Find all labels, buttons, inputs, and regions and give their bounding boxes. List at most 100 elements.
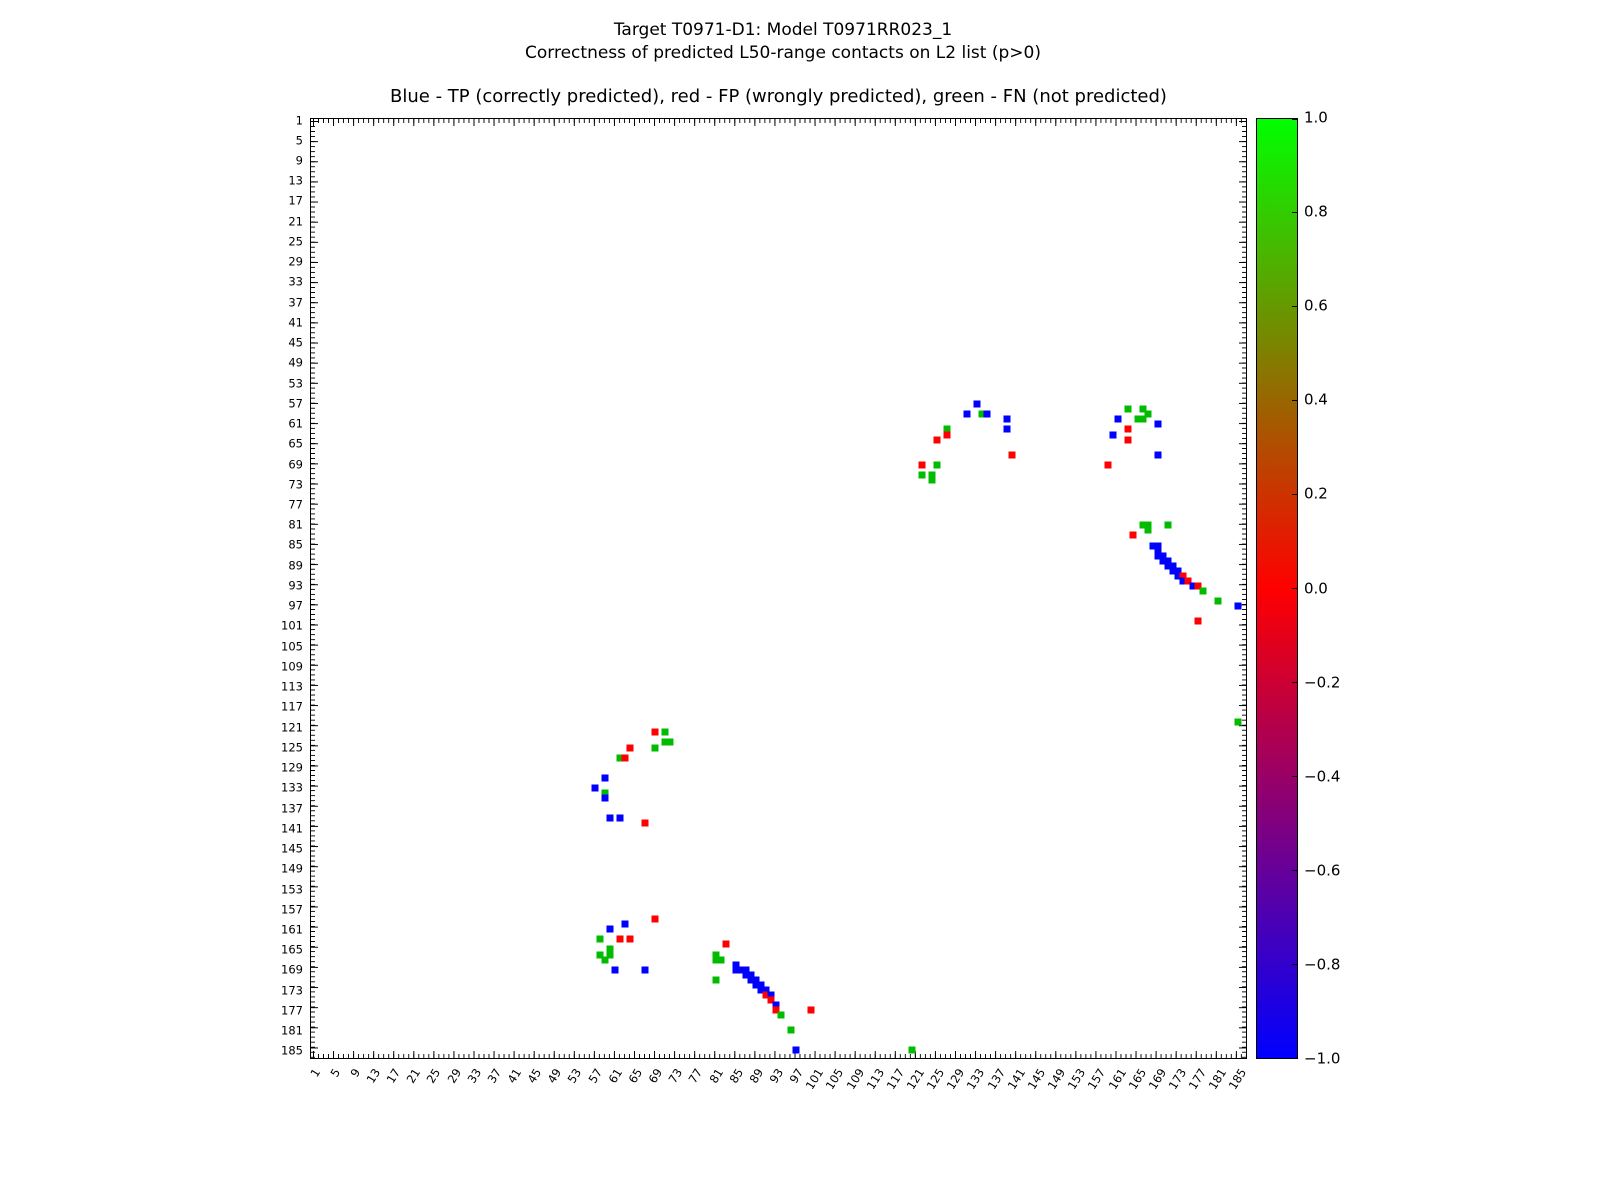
contact-point-fp: [762, 991, 770, 999]
y-tick-label: 89: [288, 557, 303, 572]
contact-point-fp: [1179, 572, 1187, 580]
contact-point-fp: [933, 436, 941, 444]
colorbar-tick-mark: [1292, 775, 1297, 777]
y-tick-label: 109: [281, 659, 303, 674]
contact-point-fp: [1194, 582, 1202, 590]
contact-point-tp: [1003, 415, 1011, 423]
contact-point-tp: [641, 966, 649, 974]
contact-point-tp: [1154, 451, 1162, 459]
contact-point-fn: [601, 956, 609, 964]
contact-point-tp: [762, 986, 770, 994]
contact-point-fn: [933, 461, 941, 469]
contact-point-tp: [963, 410, 971, 418]
contact-point-fp: [616, 935, 624, 943]
contact-point-tp: [1109, 431, 1117, 439]
contact-point-tp: [732, 961, 740, 969]
contact-point-fn: [717, 956, 725, 964]
contact-point-fp: [767, 996, 775, 1004]
contact-point-fn: [1134, 415, 1142, 423]
contact-point-tp: [757, 981, 765, 989]
contact-point-tp: [757, 986, 765, 994]
colorbar-tick-mark: [1292, 588, 1297, 589]
colorbar-tick-labels: 1.0 0.8 0.6 0.4 0.2 0.0 −0.2 −0.4 −0.6 −0.8 −1.0: [1304, 110, 1374, 1066]
colorbar-tick-mark: [1292, 963, 1297, 965]
contact-point-tp: [1154, 420, 1162, 428]
contact-point-fn: [1144, 526, 1152, 534]
contact-point-fn: [943, 425, 951, 433]
contact-point-tp: [1169, 562, 1177, 570]
contact-point-fn: [606, 951, 614, 958]
contact-point-fp: [1129, 531, 1137, 539]
contact-point-fn: [712, 956, 720, 964]
y-tick-label: 121: [281, 719, 303, 734]
contact-point-tp: [767, 991, 775, 999]
y-tick-label: 69: [288, 456, 303, 471]
contact-point-fp: [918, 461, 926, 469]
y-tick-label: 153: [281, 881, 303, 896]
contact-point-fn: [666, 738, 674, 746]
y-tick-label: 169: [281, 962, 303, 977]
y-tick-label: 5: [295, 133, 303, 148]
contact-point-fn: [601, 789, 609, 797]
contact-point-fn: [606, 945, 614, 953]
y-tick-label: 61: [288, 416, 303, 431]
y-tick-label: 37: [288, 294, 303, 309]
contact-point-tp: [1179, 577, 1187, 585]
y-tick-label: 9: [295, 153, 303, 168]
colorbar-tick-mark: [1292, 1057, 1297, 1059]
contact-point-fp: [1104, 461, 1112, 469]
contact-point-tp: [1174, 567, 1182, 575]
colorbar-tick-mark: [1292, 869, 1297, 871]
contact-point-fn: [616, 754, 624, 762]
contact-point-tp: [621, 920, 629, 928]
colorbar-tick-mark: [1292, 494, 1297, 496]
y-tick-label: 53: [288, 375, 303, 390]
contact-point-tp: [1169, 567, 1177, 575]
contact-point-fn: [1144, 521, 1152, 529]
contact-point-tp: [1164, 562, 1172, 570]
contact-point-fp: [641, 819, 649, 827]
contact-point-fn: [661, 738, 669, 746]
colorbar-tick-mark: [1292, 212, 1297, 214]
y-tick-label: 113: [281, 679, 303, 694]
y-tick-label: 73: [288, 477, 303, 492]
contact-point-fn: [787, 1026, 795, 1034]
y-tick-label: 185: [281, 1043, 303, 1058]
contact-points-layer: [311, 119, 1246, 1058]
contact-map-plot-area: [310, 118, 1247, 1059]
colorbar-tick-mark: [1292, 118, 1297, 120]
contact-point-fp: [772, 1006, 780, 1014]
contact-point-fp: [651, 915, 659, 923]
figure-title-line2: Correctness of predicted L50-range conta…: [525, 43, 1041, 63]
colorbar-tick-label: −0.2: [1304, 673, 1341, 692]
contact-point-tp: [1154, 547, 1162, 555]
contact-point-fp: [626, 935, 634, 943]
y-tick-label: 13: [288, 173, 303, 188]
y-tick-label: 21: [288, 213, 303, 228]
y-axis-tick-labels: 1 5 9 13 17 21 25 29 33 37 41 45 49 53 57 61 65 69 73 77 81 8…: [0, 112, 303, 1059]
colorbar-tick-label: 0.6: [1304, 296, 1328, 315]
y-tick-label: 29: [288, 254, 303, 269]
y-tick-label: 77: [288, 497, 303, 512]
contact-point-fn: [1139, 521, 1147, 529]
contact-point-tp: [772, 1001, 780, 1009]
colorbar-tick-mark: [1292, 400, 1297, 402]
contact-point-tp: [742, 971, 750, 979]
contact-point-fp: [807, 1006, 815, 1014]
contact-point-tp: [1154, 542, 1162, 550]
contact-point-fp: [1184, 577, 1192, 585]
contact-point-fp: [1124, 425, 1132, 433]
contact-point-tp: [601, 774, 609, 782]
y-tick-label: 137: [281, 800, 303, 815]
contact-point-tp: [792, 1046, 800, 1054]
y-tick-label: 149: [281, 861, 303, 876]
contact-point-fn: [596, 951, 604, 958]
y-tick-label: 1: [295, 112, 303, 127]
y-tick-label: 85: [288, 537, 303, 552]
colorbar-tick-label: 0.8: [1304, 202, 1328, 221]
contact-point-fn: [1139, 405, 1147, 413]
contact-point-fn: [712, 976, 720, 984]
contact-point-fn: [1139, 415, 1147, 423]
colorbar-tick-label: −0.6: [1304, 861, 1341, 880]
y-tick-label: 81: [288, 517, 303, 532]
